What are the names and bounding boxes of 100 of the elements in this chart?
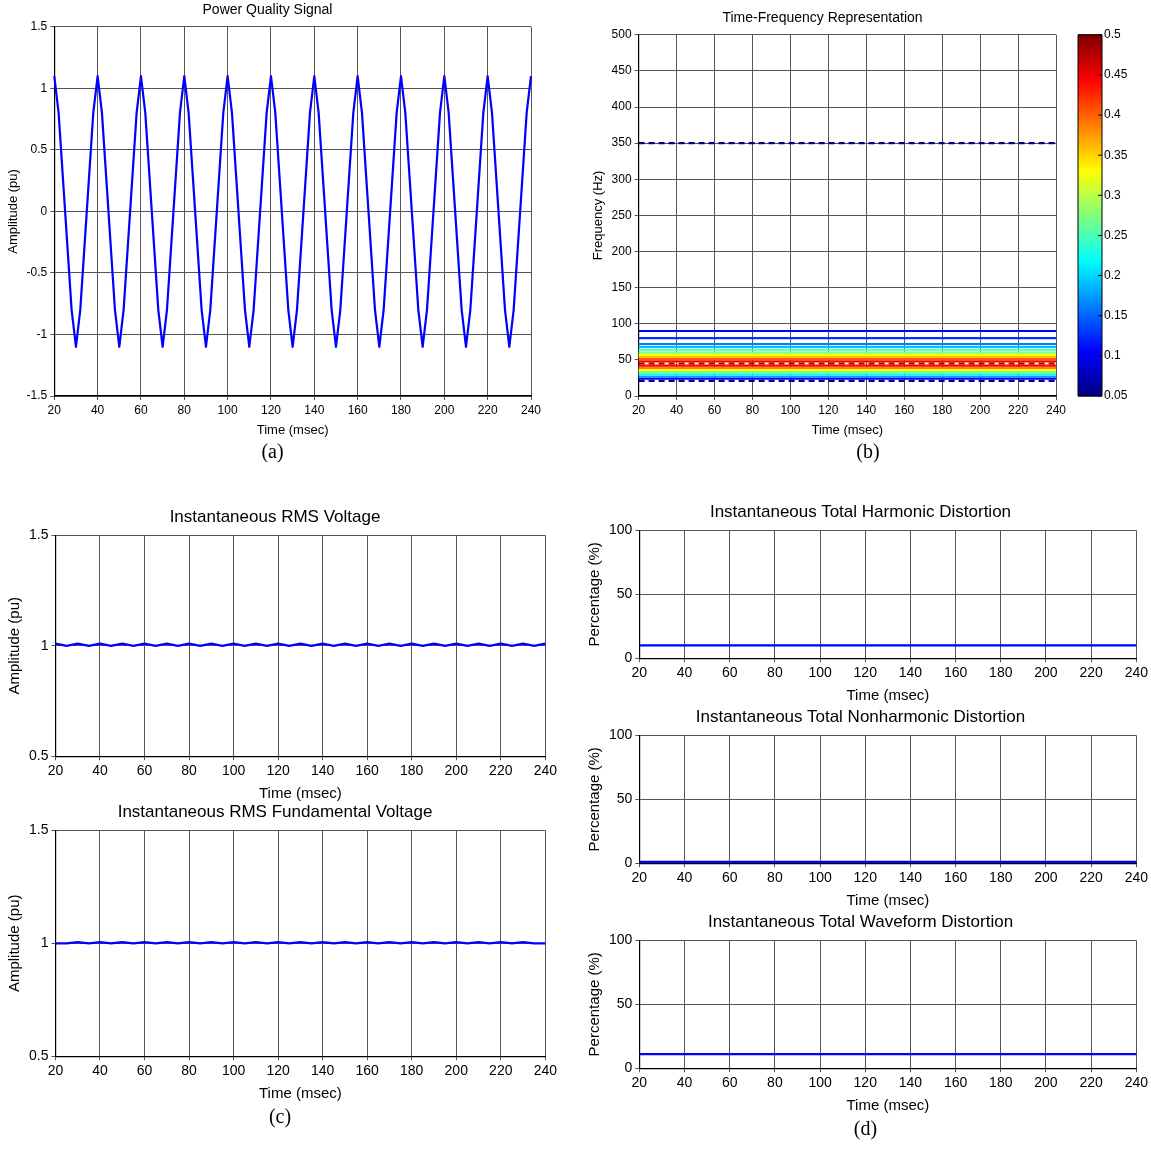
y-axis-title: Frequency (Hz)	[590, 170, 606, 261]
x-tick-label: 160	[355, 762, 380, 779]
x-tick-label: 160	[943, 869, 968, 886]
x-tick-label: 100	[780, 402, 801, 417]
x-tick-label: 20	[47, 1062, 64, 1079]
x-tick-label: 60	[721, 869, 738, 886]
x-tick-label: 120	[853, 869, 878, 886]
y-tick-label: 1	[40, 934, 49, 951]
x-tick-label: 240	[1124, 869, 1149, 886]
x-tick-label: 140	[310, 1062, 335, 1079]
y-axis-title: Percentage (%)	[585, 542, 603, 647]
y-tick-label: 200	[611, 243, 632, 258]
y-tick-label: 450	[611, 63, 632, 78]
y-tick-label: 0	[624, 854, 633, 871]
y-tick-label: 0	[624, 1059, 633, 1076]
x-tick-label: 140	[898, 869, 923, 886]
x-axis-title: Time (msec)	[846, 686, 930, 704]
x-tick-label: 80	[767, 869, 783, 886]
color-bar-label: 0.3	[1104, 187, 1122, 202]
color-bar-label: 0.1	[1104, 348, 1122, 363]
chart-title: Instantaneous Total Waveform Distortion	[707, 911, 1014, 931]
y-tick-label: 1.5	[30, 19, 48, 34]
x-axis-title: Time (msec)	[256, 421, 329, 437]
x-tick-label: 200	[1034, 664, 1058, 681]
x-tick-label: 20	[631, 1074, 648, 1091]
x-tick-label: 180	[989, 869, 1013, 886]
x-tick-label: 100	[221, 762, 246, 779]
y-tick-label: 50	[618, 352, 632, 367]
chart-title: Instantaneous RMS Fundamental Voltage	[117, 801, 433, 821]
color-bar-label: 0.05	[1104, 388, 1128, 403]
chart-title: Instantaneous Total Harmonic Distortion	[709, 501, 1012, 521]
x-tick-label: 60	[136, 762, 153, 779]
x-tick-label: 240	[1124, 664, 1149, 681]
x-tick-label: 140	[856, 402, 877, 417]
color-bar-label: 0.25	[1104, 227, 1128, 242]
x-tick-label: 180	[390, 402, 412, 417]
y-tick-label: 0	[40, 203, 48, 218]
x-tick-label: 160	[355, 1062, 380, 1079]
x-tick-label: 220	[1079, 664, 1104, 681]
x-tick-label: 120	[266, 1062, 291, 1079]
x-tick-label: 120	[266, 762, 291, 779]
x-tick-label: 20	[631, 402, 646, 417]
x-tick-label: 60	[134, 402, 148, 417]
x-axis-title: Time (msec)	[811, 421, 884, 437]
y-tick-label: 0.5	[28, 747, 49, 764]
x-tick-label: 220	[477, 402, 498, 417]
x-tick-label: 80	[177, 402, 192, 417]
chart-title: Time-Frequency Representation	[722, 9, 923, 26]
y-tick-label: -1	[36, 326, 48, 341]
color-bar-label: 0.35	[1104, 147, 1128, 162]
x-axis-title: Time (msec)	[259, 784, 342, 802]
x-tick-label: 40	[676, 1074, 693, 1091]
x-tick-label: 100	[221, 1062, 246, 1079]
chart-title: Power Quality Signal	[202, 1, 333, 18]
y-tick-label: 100	[611, 316, 632, 331]
x-tick-label: 220	[1079, 1074, 1104, 1091]
x-tick-label: 40	[676, 869, 693, 886]
y-tick-label: 100	[609, 521, 633, 538]
x-tick-label: 220	[1008, 402, 1029, 417]
x-tick-label: 240	[520, 402, 542, 417]
y-tick-label: 350	[611, 135, 632, 150]
color-bar-label: 0.4	[1104, 107, 1122, 122]
x-tick-label: 80	[181, 1062, 198, 1079]
y-tick-label: 300	[611, 171, 632, 186]
x-tick-label: 140	[898, 1074, 923, 1091]
x-tick-label: 240	[533, 1062, 558, 1079]
x-tick-label: 240	[533, 762, 558, 779]
color-bar-label: 0.5	[1104, 27, 1122, 42]
x-tick-label: 180	[989, 664, 1013, 681]
x-tick-label: 60	[721, 664, 738, 681]
x-tick-label: 180	[400, 1062, 424, 1079]
x-tick-label: 200	[970, 402, 991, 417]
x-axis-title: Time (msec)	[259, 1084, 342, 1102]
x-axis-title: Time (msec)	[846, 891, 930, 909]
x-tick-label: 120	[818, 402, 839, 417]
x-tick-label: 60	[721, 1074, 738, 1091]
x-tick-label: 120	[260, 402, 282, 417]
y-axis-title: Amplitude (pu)	[5, 894, 23, 993]
y-tick-label: 0	[624, 649, 633, 666]
y-tick-label: -0.5	[26, 265, 48, 280]
x-tick-label: 200	[1034, 869, 1058, 886]
text: (b)	[855, 440, 881, 463]
x-tick-label: 60	[707, 402, 722, 417]
x-tick-label: 120	[853, 1074, 878, 1091]
x-tick-label: 100	[808, 1074, 832, 1091]
x-tick-label: 220	[489, 762, 513, 779]
y-tick-label: 0.5	[28, 1047, 49, 1064]
x-tick-label: 40	[669, 402, 684, 417]
x-tick-label: 40	[92, 1062, 108, 1079]
x-tick-label: 160	[894, 402, 915, 417]
x-tick-label: 20	[631, 869, 648, 886]
x-tick-label: 60	[136, 1062, 153, 1079]
x-tick-label: 140	[304, 402, 325, 417]
x-tick-label: 240	[1045, 402, 1067, 417]
color-bar-label: 0.2	[1104, 267, 1122, 282]
x-tick-label: 40	[676, 664, 693, 681]
y-tick-label: 50	[616, 790, 633, 807]
x-tick-label: 80	[767, 1074, 783, 1091]
x-tick-label: 80	[767, 664, 783, 681]
x-tick-label: 80	[181, 762, 198, 779]
